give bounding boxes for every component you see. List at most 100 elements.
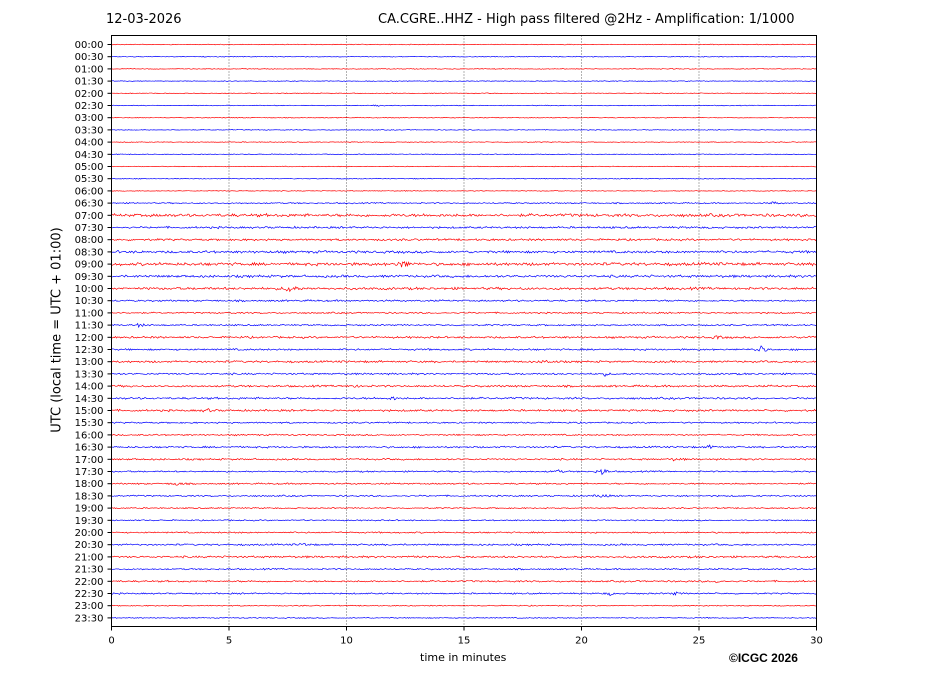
y-tick-label: 14:30 [75,394,104,405]
y-tick-label: 06:30 [75,199,104,210]
seismic-traces [111,43,817,619]
y-tick-label: 13:00 [75,357,104,368]
y-tick-label: 09:00 [75,260,104,271]
y-axis-label: UTC (local time = UTC + 01:00) [49,227,65,433]
y-tick-label: 11:30 [75,321,104,332]
trace-row-0600 [111,190,817,192]
y-tick-label: 02:30 [75,101,104,112]
trace-row-0400 [111,141,817,143]
chart-title: CA.CGRE..HHZ - High pass filtered @2Hz -… [378,12,795,27]
trace-row-1100 [111,311,817,315]
trace-row-2300 [111,604,817,607]
trace-row-0130 [111,80,817,82]
x-tick-labels: 0 5 10 15 20 25 30 [108,626,823,647]
date-label: 12-03-2026 [106,12,182,27]
y-tick-label: 10:00 [75,284,104,295]
y-tick-label: 06:00 [75,186,104,197]
y-tick-label: 19:00 [75,504,104,515]
x-tick-label: 25 [693,636,706,647]
trace-row-0000 [111,43,817,46]
y-tick-label: 05:30 [75,174,104,185]
y-tick-label: 16:00 [75,430,104,441]
y-tick-label: 17:30 [75,467,104,478]
trace-row-0830 [111,249,817,254]
y-tick-label: 09:30 [75,272,104,283]
trace-row-1400 [111,384,817,388]
trace-row-1430 [111,396,817,401]
y-tick-label: 08:30 [75,247,104,258]
y-tick-label: 12:00 [75,333,104,344]
x-tick-label: 15 [458,636,471,647]
y-tick-label: 18:00 [75,479,104,490]
y-tick-label: 21:00 [75,552,104,563]
trace-row-2130 [111,567,817,571]
y-tick-label: 01:30 [75,77,104,88]
trace-row-0430 [111,153,817,156]
y-tick-label: 15:00 [75,406,104,417]
trace-row-0730 [111,225,817,230]
y-tick-label: 14:00 [75,382,104,393]
y-tick-label: 03:00 [75,113,104,124]
y-tick-label: 08:00 [75,235,104,246]
y-tick-label: 05:00 [75,162,104,173]
x-tick-label: 20 [575,636,588,647]
y-tick-label: 18:30 [75,491,104,502]
plot-frame [111,35,817,627]
x-tick-label: 10 [340,636,353,647]
grid-lines [228,35,700,627]
trace-row-0530 [111,177,817,180]
y-tick-label: 04:30 [75,150,104,161]
trace-row-1530 [111,421,817,425]
y-tick-label: 20:00 [75,528,104,539]
trace-row-2000 [111,531,817,534]
y-tick-label: 00:30 [75,52,104,63]
trace-row-2200 [111,579,817,584]
trace-row-0330 [111,129,817,131]
trace-row-0900 [111,261,817,268]
trace-row-1930 [111,519,817,522]
trace-row-1600 [111,433,817,437]
x-axis-label: time in minutes [420,651,507,664]
trace-row-1700 [111,457,817,462]
trace-row-0630 [111,201,817,205]
trace-row-1300 [111,359,817,364]
trace-row-0200 [111,92,817,95]
y-tick-label: 13:30 [75,369,104,380]
y-tick-label: 23:30 [75,613,104,624]
trace-row-1000 [111,286,817,293]
trace-row-1900 [111,506,817,510]
trace-row-1800 [111,482,817,486]
trace-row-0700 [111,212,817,218]
y-tick-label: 02:00 [75,89,104,100]
y-tick-label: 22:00 [75,577,104,588]
y-tick-label: 03:30 [75,125,104,136]
y-tick-label: 07:30 [75,223,104,234]
trace-row-1630 [111,444,817,450]
y-tick-label: 07:00 [75,211,104,222]
y-tick-label: 12:30 [75,345,104,356]
trace-row-0030 [111,55,817,58]
trace-row-2030 [111,543,817,547]
trace-row-1500 [111,408,817,413]
trace-row-1830 [111,494,817,498]
trace-row-2230 [111,591,817,597]
y-tick-label: 11:00 [75,308,104,319]
trace-row-1200 [111,335,817,340]
trace-row-0930 [111,274,817,279]
trace-row-1330 [111,372,817,378]
trace-row-1230 [111,345,817,352]
trace-row-1130 [111,322,817,329]
y-tick-label: 10:30 [75,296,104,307]
y-tick-label: 20:30 [75,540,104,551]
y-tick-label: 22:30 [75,589,104,600]
trace-row-1030 [111,299,817,303]
trace-row-1730 [111,468,817,476]
trace-row-0230 [111,104,817,107]
y-tick-label: 16:30 [75,443,104,454]
x-tick-label: 30 [810,636,823,647]
trace-row-0800 [111,237,817,242]
y-tick-label: 19:30 [75,516,104,527]
y-tick-label: 15:30 [75,418,104,429]
y-tick-label: 01:00 [75,64,104,75]
